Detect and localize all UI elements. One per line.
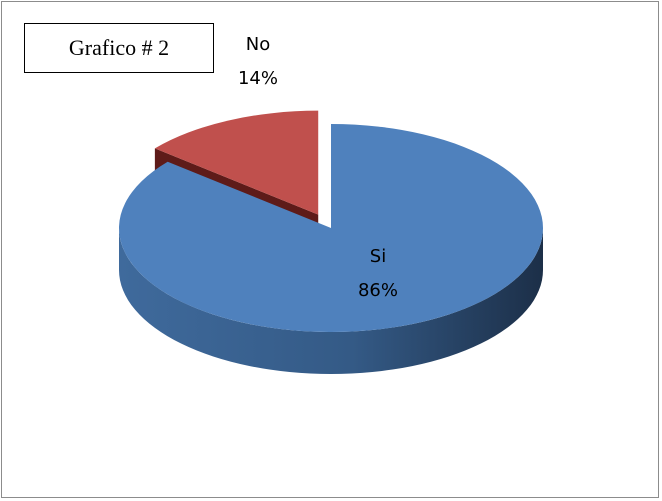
pie-slice-no [154, 110, 319, 215]
pie-side-si [119, 228, 543, 374]
data-label-no-name: No [246, 34, 270, 55]
data-label-si-percent: 86% [358, 280, 398, 301]
data-label-no-percent: 14% [238, 68, 278, 89]
data-label-si-name: Si [370, 246, 386, 267]
figure-caption: Grafico # 2 [68, 35, 170, 60]
pie-labels: Si 86% No 14% [238, 34, 398, 301]
pie-slice-si [118, 124, 543, 332]
figure-caption-box: Grafico # 2 [24, 23, 214, 73]
pie-tops [118, 110, 543, 332]
